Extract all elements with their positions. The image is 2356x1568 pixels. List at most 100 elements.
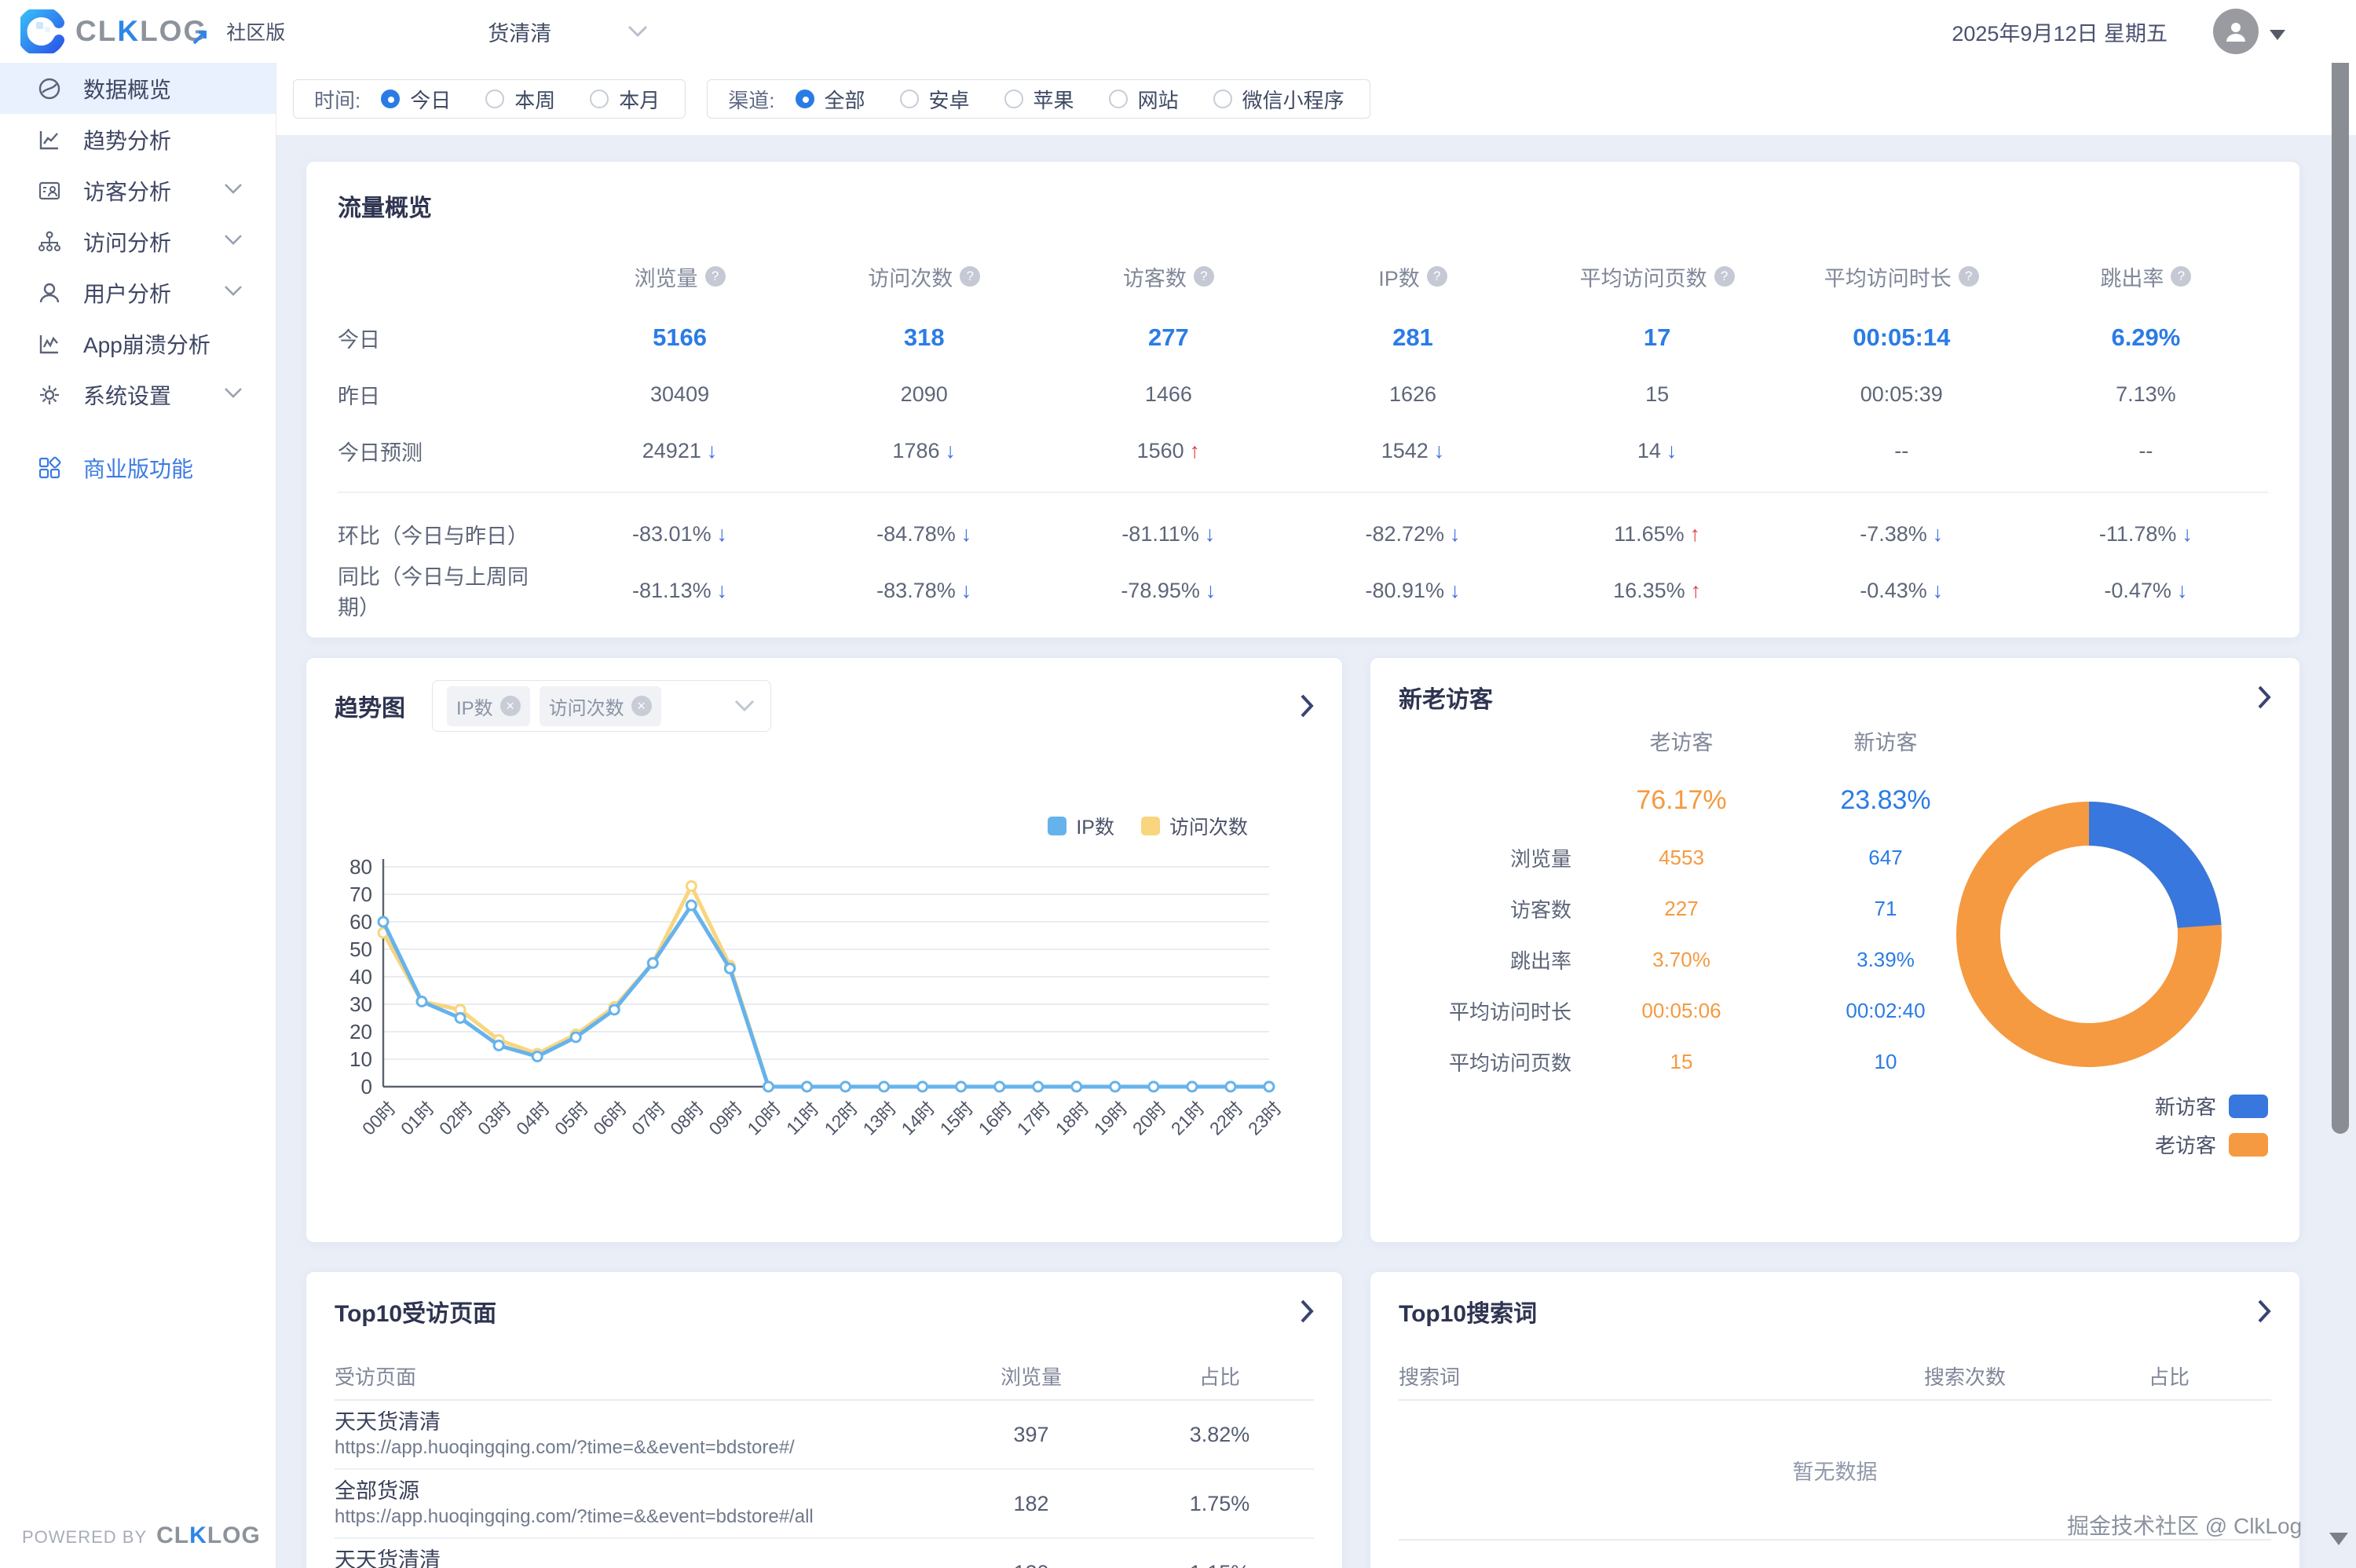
- newold-row-label: 平均访问时长: [1448, 1000, 1571, 1024]
- watermark: 掘金技术社区 @ ClkLog: [2067, 1514, 2303, 1538]
- page-url[interactable]: https://app.huoqingqing.com/?time=&&even…: [335, 1505, 814, 1527]
- account-menu-caret-icon[interactable]: [2270, 29, 2285, 40]
- legend-item[interactable]: IP数: [1048, 812, 1114, 840]
- help-icon[interactable]: ?: [1958, 266, 1979, 287]
- trend-down-icon: ↓: [1666, 438, 1677, 462]
- new-visitor-percent: 23.83%: [1840, 784, 1931, 815]
- traffic-cell-value: -83.01%: [632, 521, 712, 546]
- trend-down-icon: ↓: [960, 578, 972, 602]
- top-pages-row[interactable]: 全部货源 https://app.huoqingqing.com/?time=&&…: [335, 1470, 1314, 1539]
- traffic-cell: --: [1780, 422, 2024, 479]
- sidebar-item-label: 趋势分析: [83, 128, 172, 153]
- metric-tag: IP数 ×: [447, 685, 530, 726]
- trend-down-icon: ↓: [706, 438, 718, 462]
- channel-option-3[interactable]: 网站: [1108, 85, 1179, 114]
- new-old-card-chevron-icon[interactable]: [2257, 685, 2271, 710]
- traffic-cell: -7.38% ↓: [1780, 506, 2024, 562]
- chevron-down-icon: [224, 183, 243, 199]
- donut-legend-label: 新访客: [2154, 1095, 2216, 1119]
- sidebar-item-crash[interactable]: App崩溃分析: [0, 318, 276, 369]
- user-icon: [36, 280, 63, 306]
- sidebar-item-overview[interactable]: 数据概览: [0, 63, 276, 114]
- traffic-cell-value: 00:05:39: [1860, 382, 1943, 406]
- newold-row-label: 访客数: [1509, 898, 1571, 922]
- help-icon[interactable]: ?: [704, 266, 726, 287]
- sidebar-item-visit[interactable]: 访问分析: [0, 216, 276, 267]
- top-pages-row[interactable]: 天天货清清https://h5.huoqingqing.com/?code=&s…: [335, 1539, 1314, 1568]
- help-icon[interactable]: ?: [1426, 266, 1447, 287]
- channel-option-0[interactable]: 全部: [795, 85, 865, 114]
- trend-card-chevron-icon[interactable]: [1300, 693, 1314, 718]
- scrollbar-down-arrow-icon[interactable]: [2329, 1533, 2348, 1545]
- sidebar-item-trend[interactable]: 趋势分析: [0, 114, 276, 165]
- time-option-0[interactable]: 今日: [381, 85, 451, 114]
- traffic-col-label: 跳出率: [2100, 266, 2164, 291]
- donut-legend-item[interactable]: 新访客: [2155, 1091, 2268, 1120]
- traffic-cell-value: 16.35%: [1613, 578, 1685, 602]
- newold-new-value: 10: [1874, 1050, 1897, 1073]
- help-icon[interactable]: ?: [1714, 266, 1735, 287]
- traffic-cell: -82.72% ↓: [1290, 506, 1535, 562]
- help-icon[interactable]: ?: [1193, 266, 1214, 287]
- traffic-overview-title: 流量概览: [338, 196, 432, 221]
- traffic-overview-card: 流量概览 浏览量? 访问次数? 访客数? IP数? 平均访问页数? 平均访问时长? 跳出率?…: [306, 162, 2299, 638]
- page-views: 397: [1013, 1422, 1049, 1446]
- help-icon[interactable]: ?: [2171, 266, 2192, 287]
- project-selector[interactable]: 货清清: [488, 16, 649, 47]
- clklog-logo-icon: [20, 9, 64, 53]
- wordmark: CLKLOG: [75, 15, 208, 47]
- traffic-row-label: 环比（今日与昨日）: [338, 524, 529, 548]
- page-name: 天天货清清: [335, 1548, 441, 1568]
- traffic-cell: 17: [1535, 309, 1780, 366]
- svg-text:16时: 16时: [975, 1098, 1016, 1139]
- trend-down-icon: ↓: [1450, 578, 1461, 602]
- sidebar-item-business[interactable]: 商业版功能: [0, 442, 276, 493]
- traffic-cell-value: -81.11%: [1121, 521, 1199, 546]
- top-search-chevron-icon[interactable]: [2257, 1299, 2271, 1324]
- tag-close-icon[interactable]: ×: [631, 696, 652, 716]
- avatar[interactable]: [2213, 9, 2259, 54]
- trend-down-icon: ↓: [716, 578, 728, 602]
- newold-new-value: 3.39%: [1857, 948, 1915, 971]
- channel-option-4[interactable]: 微信小程序: [1213, 85, 1344, 114]
- top-pages-chevron-icon[interactable]: [1300, 1299, 1314, 1324]
- time-option-1[interactable]: 本周: [485, 85, 555, 114]
- traffic-cell-value: 1466: [1144, 382, 1192, 406]
- traffic-col-label: 平均访问时长: [1824, 266, 1952, 291]
- top-pages-row[interactable]: 天天货清清 https://app.huoqingqing.com/?time=&…: [335, 1401, 1314, 1470]
- overview-icon: [36, 75, 63, 102]
- trend-up-icon: ↑: [1689, 521, 1701, 546]
- radio-label: 安卓: [928, 88, 970, 112]
- main-content: 时间: 今日 本周 本月 渠道: 全部 安卓 苹果 网站 微信小程序 流量概览 浏览量? 访问…: [276, 63, 2356, 1568]
- traffic-cell-value: -83.78%: [876, 578, 956, 602]
- edition-label: 社区版: [226, 22, 286, 44]
- traffic-cell: 1560 ↑: [1046, 422, 1290, 479]
- chevron-down-icon: [224, 387, 243, 403]
- traffic-cell: 1466: [1046, 366, 1290, 422]
- metric-tag-label: IP数: [456, 697, 493, 719]
- sidebar-item-settings[interactable]: 系统设置: [0, 369, 276, 420]
- chevron-down-icon: [628, 25, 648, 38]
- trend-up-icon: ↑: [1189, 438, 1201, 462]
- page-url[interactable]: https://app.huoqingqing.com/?time=&&even…: [335, 1436, 795, 1458]
- radio-icon: [381, 90, 401, 108]
- tag-close-icon[interactable]: ×: [499, 696, 521, 716]
- top-pages-title: Top10受访页面: [335, 1301, 497, 1327]
- logo-arrow-icon: [192, 31, 207, 45]
- channel-option-2[interactable]: 苹果: [1004, 85, 1074, 114]
- time-option-2[interactable]: 本月: [590, 85, 660, 114]
- traffic-col-header: 平均访问时长?: [1780, 243, 2024, 309]
- help-icon[interactable]: ?: [960, 266, 981, 287]
- channel-option-1[interactable]: 安卓: [899, 85, 970, 114]
- scrollbar-thumb[interactable]: [2332, 28, 2349, 1134]
- traffic-cell: 281: [1290, 309, 1535, 366]
- new-old-table: 老访客 新访客 76.17% 23.83% 浏览量 4553 647 访客数 227 71 跳出率 3…: [1399, 713, 1988, 1087]
- trend-down-icon: ↓: [2176, 578, 2188, 602]
- sidebar-item-user[interactable]: 用户分析: [0, 267, 276, 318]
- traffic-overview-table: 浏览量? 访问次数? 访客数? IP数? 平均访问页数? 平均访问时长? 跳出率? 今日 516…: [338, 243, 2268, 620]
- legend-item[interactable]: 访问次数: [1140, 812, 1248, 840]
- sidebar-item-visitor[interactable]: 访客分析: [0, 165, 276, 216]
- metric-multiselect[interactable]: IP数 × 访问次数 ×: [432, 680, 771, 732]
- svg-text:04时: 04时: [512, 1098, 554, 1139]
- donut-legend-item[interactable]: 老访客: [2155, 1130, 2268, 1159]
